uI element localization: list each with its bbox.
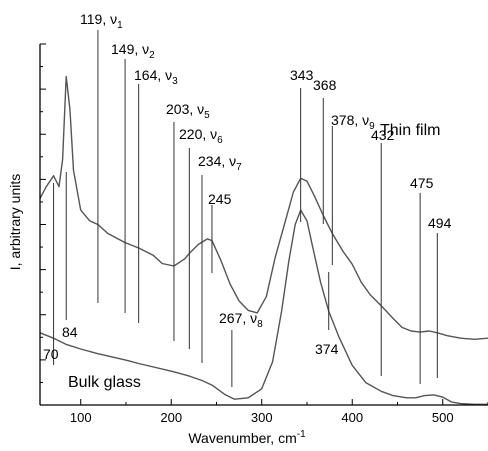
- peak-label-475: 475: [410, 175, 434, 191]
- peak-label-220: 220, ν6: [179, 126, 223, 146]
- peak-label-378: 378, ν9: [331, 112, 375, 132]
- peak-label-70: 70: [43, 346, 59, 362]
- x-tick-label: 400: [341, 410, 363, 425]
- peak-label-234: 234, ν7: [198, 153, 242, 173]
- x-tick-label: 200: [160, 410, 182, 425]
- peak-label-432: 432: [371, 127, 395, 143]
- peak-label-343: 343: [290, 67, 314, 83]
- x-tick-label: 300: [251, 410, 273, 425]
- peak-label-149: 149, ν2: [111, 41, 155, 61]
- x-tick-label: 100: [70, 410, 92, 425]
- peak-label-203: 203, ν5: [166, 101, 210, 121]
- peak-label-368: 368: [313, 77, 337, 93]
- peak-label-119: 119, ν1: [80, 11, 123, 31]
- thin-film-label: Thin film: [380, 122, 440, 139]
- axes: 100 200 300 400 500: [39, 43, 488, 425]
- series-line-bulk-glass: [39, 209, 488, 405]
- x-axis-label: Wavenumber, cm-1: [188, 429, 306, 446]
- plot-area: [39, 75, 488, 405]
- peak-label-84: 84: [62, 324, 78, 340]
- peak-label-374: 374: [315, 341, 339, 357]
- y-axis-label: I, arbitrary units: [7, 174, 23, 270]
- peak-label-494: 494: [428, 215, 452, 231]
- peak-label-245: 245: [208, 191, 232, 207]
- peak-label-267: 267, ν8: [219, 310, 263, 330]
- peak-label-164: 164, ν3: [134, 67, 178, 87]
- peak-markers: [53, 30, 438, 387]
- bulk-glass-label: Bulk glass: [68, 374, 141, 391]
- series-line-thin-film: [39, 75, 488, 340]
- x-tick-label: 500: [432, 410, 454, 425]
